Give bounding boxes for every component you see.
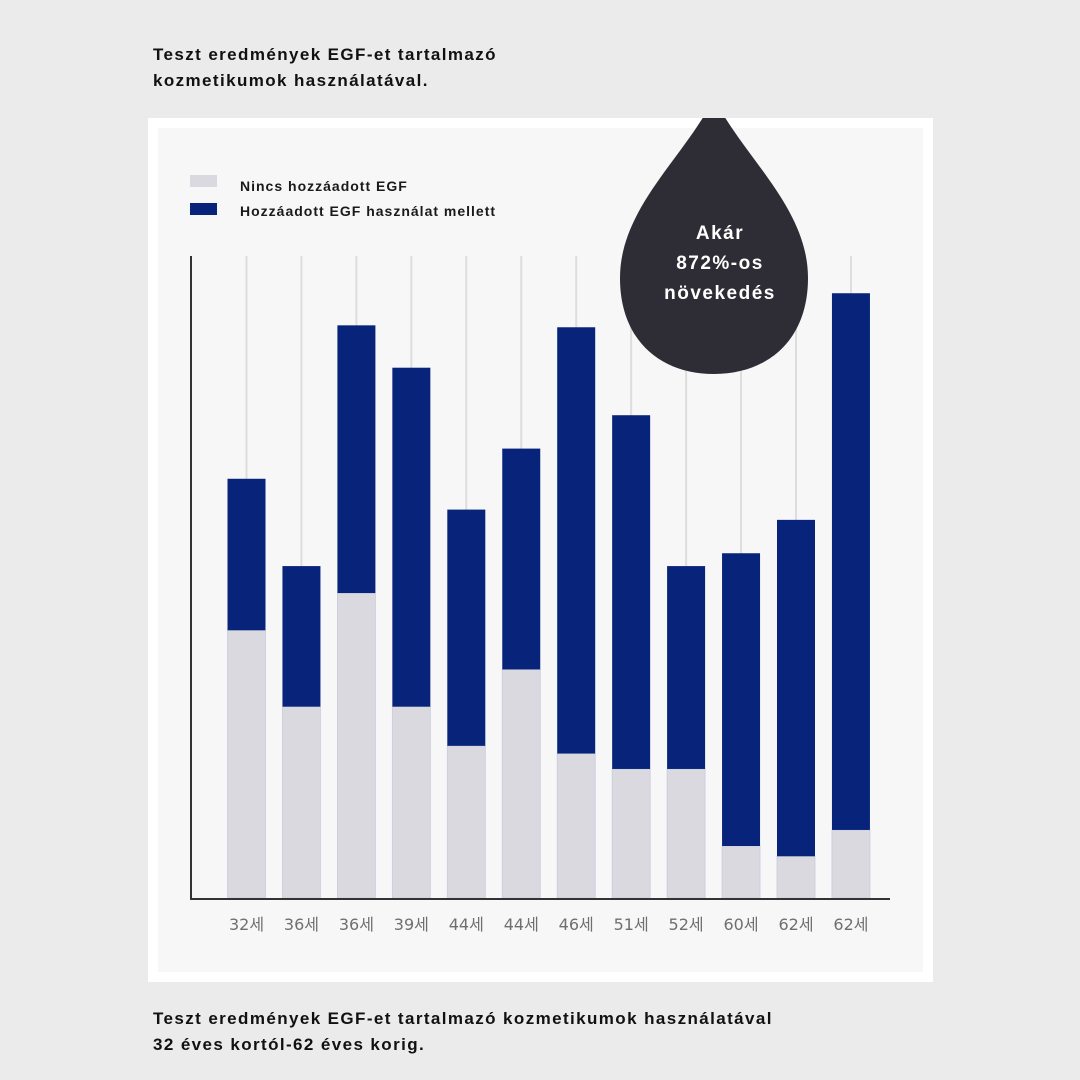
bar-segment-base: [611, 768, 651, 899]
page-heading: Teszt eredmények EGF-et tartalmazó kozme…: [153, 42, 497, 94]
legend-swatch-egf: [190, 203, 217, 215]
bar-segment-base: [721, 845, 761, 899]
bar-segment-base: [776, 855, 816, 899]
bar-segment-egf: [337, 325, 376, 594]
callout-line-1: Akár: [696, 223, 744, 244]
x-tick-labels: 32세 36세 36세 39세 44세 44세 46세 51세 52세 60세 62세 62세: [229, 915, 869, 934]
x-tick-label: 60세: [724, 915, 759, 934]
bar-segment-base: [227, 629, 266, 899]
page-footer-line-2: 32 éves kortól-62 éves korig.: [153, 1035, 426, 1054]
callout-line-3: növekedés: [664, 283, 776, 304]
bar-segment-egf: [612, 415, 651, 769]
bar-segment-base: [556, 753, 596, 899]
callout-line-2: 872%-os: [676, 253, 764, 274]
x-tick-label: 62세: [833, 915, 868, 934]
bar-segment-egf: [831, 293, 870, 830]
x-tick-label: 39세: [394, 915, 429, 934]
drop-shape: [620, 118, 808, 374]
bar-segment-base: [501, 669, 541, 899]
bars: [227, 293, 871, 899]
legend-label-base: Nincs hozzáadott EGF: [240, 178, 408, 194]
bar-segment-egf: [282, 566, 321, 707]
legend: Nincs hozzáadott EGF Hozzáadott EGF hasz…: [190, 175, 496, 219]
chart-card: 32세 36세 36세 39세 44세 44세 46세 51세 52세 60세 62세 62세 Nin…: [148, 118, 933, 982]
bar-segment-egf: [227, 478, 266, 631]
x-tick-label: 44세: [449, 915, 484, 934]
x-tick-label: 46세: [559, 915, 594, 934]
x-tick-label: 44세: [504, 915, 539, 934]
x-tick-label: 32세: [229, 915, 264, 934]
bar-segment-base: [282, 706, 321, 899]
bar-segment-egf: [502, 448, 541, 670]
x-tick-label: 52세: [669, 915, 704, 934]
bar-segment-egf: [777, 519, 815, 857]
page-footer-line-1: Teszt eredmények EGF-et tartalmazó kozme…: [153, 1009, 773, 1028]
bar-segment-base: [391, 706, 431, 899]
stacked-bar-chart: 32세 36세 36세 39세 44세 44세 46세 51세 52세 60세 62세 62세 Nin…: [190, 118, 890, 934]
bar-segment-egf: [447, 509, 486, 746]
bar-segment-egf: [392, 367, 431, 707]
legend-label-egf: Hozzáadott EGF használat mellett: [240, 203, 496, 219]
bar-segment-base: [666, 768, 706, 899]
page-heading-line-2: kozmetikumok használatával.: [153, 71, 429, 90]
page-heading-line-1: Teszt eredmények EGF-et tartalmazó: [153, 45, 497, 64]
page-footer: Teszt eredmények EGF-et tartalmazó kozme…: [153, 1006, 773, 1058]
bar-segment-egf: [667, 566, 706, 769]
callout-drop: Akár 872%-os növekedés: [620, 118, 808, 374]
bar-segment-base: [446, 745, 486, 899]
x-tick-label: 36세: [284, 915, 319, 934]
x-tick-label: 36세: [339, 915, 374, 934]
x-tick-label: 62세: [778, 915, 813, 934]
bar-segment-egf: [557, 327, 596, 754]
x-tick-label: 51세: [614, 915, 649, 934]
bar-segment-base: [336, 592, 376, 899]
legend-swatch-base: [190, 175, 217, 187]
bar-segment-base: [831, 829, 871, 899]
bar-segment-egf: [722, 553, 761, 846]
